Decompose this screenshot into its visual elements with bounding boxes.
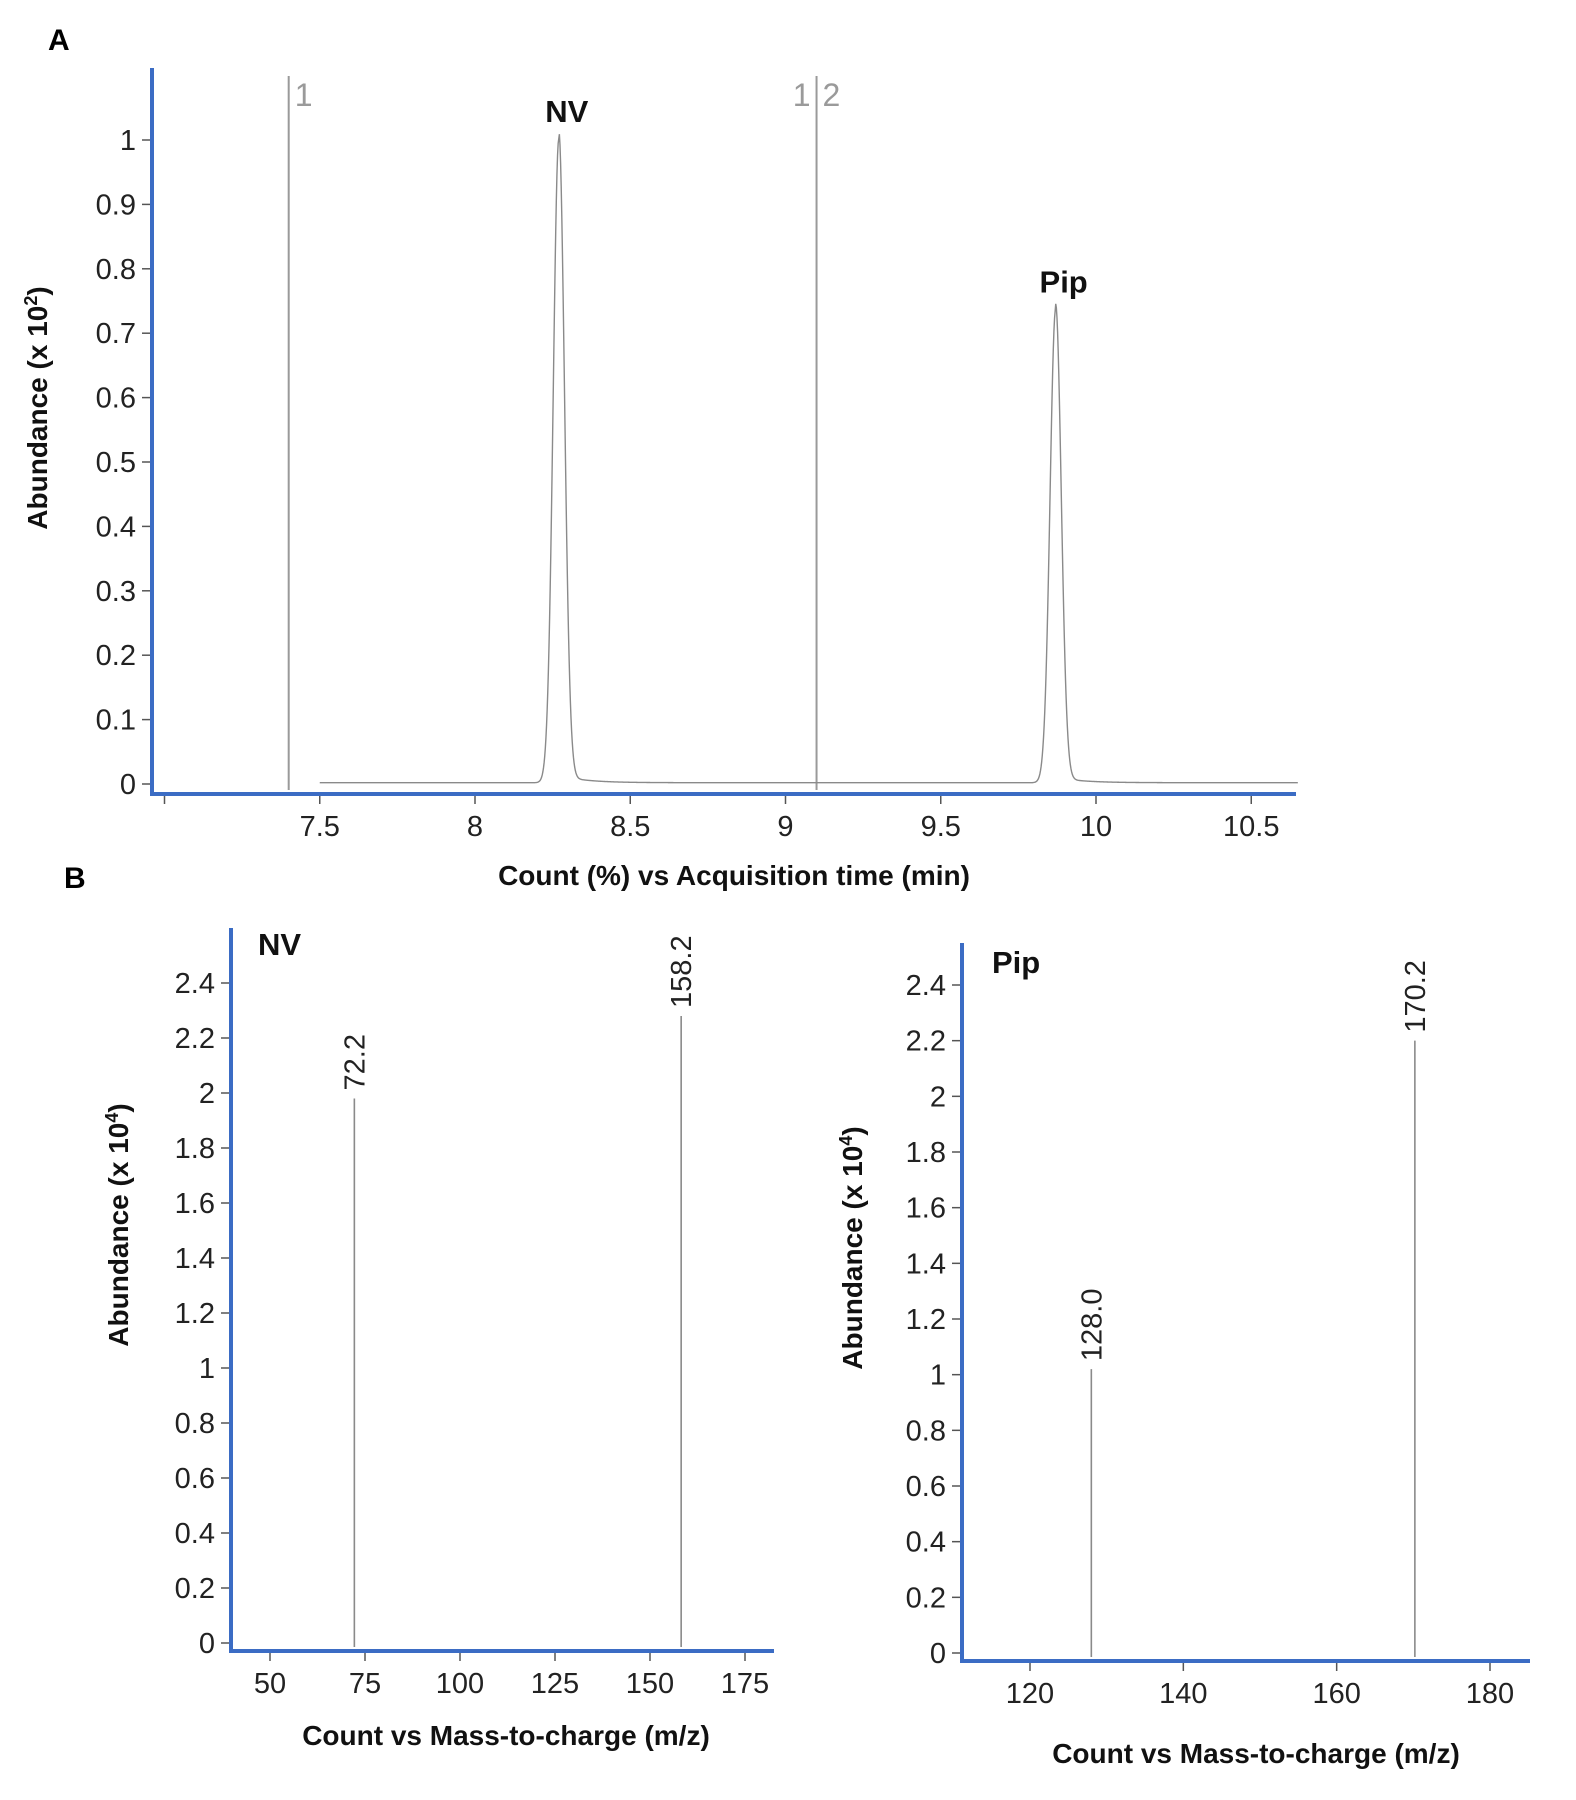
- x-tick-label: 50: [254, 1668, 286, 1700]
- segment-marker-label: 1: [793, 77, 811, 113]
- x-tick-label: 8.5: [610, 811, 650, 843]
- y-tick-label: 2: [199, 1078, 215, 1110]
- x-tick-label: 7.5: [300, 811, 340, 843]
- segment-marker-label: 1: [295, 77, 313, 113]
- y-tick-label: 0.8: [96, 254, 136, 286]
- x-tick-label: 8: [467, 811, 483, 843]
- x-axis-ticks: 50 75 100 125 150 175: [254, 1651, 769, 1700]
- y-axis-ticks: 0 0.2 0.4 0.6 0.8 1 1.2 1.4 1.6 1.8 2 2.2 2.4: [175, 968, 231, 1660]
- y-tick-label: 2: [930, 1081, 946, 1113]
- stick-mz-label: 128.0: [1076, 1289, 1108, 1362]
- x-tick-label: 9.5: [921, 811, 961, 843]
- x-tick-label: 150: [626, 1668, 674, 1700]
- x-tick-label: 10.5: [1223, 811, 1279, 843]
- peak-label: NV: [545, 94, 588, 129]
- y-tick-label: 1.4: [175, 1243, 215, 1275]
- y-tick-label: 0.6: [96, 383, 136, 415]
- y-axis-title: Abundance (x 104): [102, 1103, 134, 1346]
- x-axis-title: Count vs Mass-to-charge (m/z): [1052, 1738, 1460, 1769]
- x-tick-label: 9: [777, 811, 793, 843]
- y-tick-label: 2.4: [175, 968, 215, 1000]
- y-tick-label: 0.7: [96, 318, 136, 350]
- pip-mass-spectrum-panel: Pip 0 0.2 0.4 0.6 0.8 1 1.2 1.4 1.6 1.8 2 2.2 2.4 12…: [836, 943, 1530, 1769]
- y-axis-title: Abundance (x 104): [836, 1126, 868, 1369]
- nv-mass-spectrum-panel: B NV 0 0.2 0.4 0.6 0.8 1 1.2 1.4 1.6 1.8 2 2.2 2.4 5…: [64, 862, 774, 1751]
- y-tick-label: 1.6: [175, 1188, 215, 1220]
- y-tick-label: 0.6: [175, 1463, 215, 1495]
- y-tick-label: 0: [120, 769, 136, 801]
- stick-mz-label: 170.2: [1400, 960, 1432, 1033]
- y-tick-label: 0.8: [906, 1415, 946, 1447]
- y-tick-label: 1.8: [906, 1137, 946, 1169]
- y-tick-label: 0.2: [906, 1582, 946, 1614]
- y-tick-label: 1.2: [175, 1298, 215, 1330]
- x-tick-label: 125: [531, 1668, 579, 1700]
- spectrum-sticks: 128.0 170.2: [1076, 960, 1432, 1657]
- y-tick-label: 1.8: [175, 1133, 215, 1165]
- y-tick-label: 0.1: [96, 705, 136, 737]
- y-tick-label: 0: [930, 1638, 946, 1670]
- spectrum-sticks: 72.2 158.2: [339, 935, 698, 1647]
- y-tick-label: 0: [199, 1628, 215, 1660]
- y-tick-label: 0.4: [175, 1518, 215, 1550]
- spectrum-title-nv: NV: [258, 927, 301, 962]
- y-axis-ticks: 0 0.1 0.2 0.3 0.4 0.5 0.6 0.7 0.8 0.9 1: [96, 125, 152, 801]
- x-tick-label: 175: [721, 1668, 769, 1700]
- y-tick-label: 0.8: [175, 1408, 215, 1440]
- y-tick-label: 1.4: [906, 1248, 946, 1280]
- y-tick-label: 0.4: [96, 511, 136, 543]
- y-tick-label: 1.2: [906, 1304, 946, 1336]
- spectrum-title-pip: Pip: [992, 945, 1040, 980]
- y-tick-label: 1: [120, 125, 136, 157]
- y-tick-label: 0.5: [96, 447, 136, 479]
- y-axis-title: Abundance (x 102): [21, 286, 53, 529]
- x-axis-ticks: 7.5 8 8.5 9 9.5 10 10.5: [163, 794, 1279, 843]
- chromatogram-panel: A 0 0.1 0.2 0.3 0.4 0.5 0.6 0.7 0.8 0.9 1 7.5 8 8.5 9…: [21, 24, 1298, 891]
- y-tick-label: 0.2: [96, 640, 136, 672]
- y-tick-label: 0.3: [96, 576, 136, 608]
- y-tick-label: 2.2: [175, 1023, 215, 1055]
- peak-labels: NV Pip: [545, 94, 1087, 300]
- y-tick-label: 0.6: [906, 1471, 946, 1503]
- x-axis-ticks: 120 140 160 180: [1006, 1661, 1514, 1710]
- chromatogram-trace: [319, 134, 1298, 784]
- x-tick-label: 120: [1006, 1678, 1054, 1710]
- y-tick-label: 1: [199, 1353, 215, 1385]
- panel-label-b: B: [64, 862, 86, 895]
- y-tick-label: 0.9: [96, 189, 136, 221]
- panel-label-a: A: [48, 24, 70, 57]
- y-tick-label: 1: [930, 1360, 946, 1392]
- x-tick-label: 160: [1312, 1678, 1360, 1710]
- x-tick-label: 10: [1080, 811, 1112, 843]
- y-tick-label: 1.6: [906, 1193, 946, 1225]
- peak-label: Pip: [1040, 265, 1088, 300]
- y-tick-label: 2.4: [906, 970, 946, 1002]
- y-tick-label: 0.4: [906, 1527, 946, 1559]
- segment-marker-label: 2: [823, 77, 841, 113]
- x-tick-label: 75: [349, 1668, 381, 1700]
- x-axis-title: Count (%) vs Acquisition time (min): [498, 860, 970, 891]
- stick-mz-label: 72.2: [339, 1034, 371, 1090]
- stick-mz-label: 158.2: [666, 935, 698, 1008]
- x-axis-title: Count vs Mass-to-charge (m/z): [302, 1720, 710, 1751]
- y-axis-ticks: 0 0.2 0.4 0.6 0.8 1 1.2 1.4 1.6 1.8 2 2.2 2.4: [906, 970, 962, 1670]
- y-tick-label: 2.2: [906, 1026, 946, 1058]
- y-tick-label: 0.2: [175, 1573, 215, 1605]
- x-tick-label: 180: [1466, 1678, 1514, 1710]
- x-tick-label: 140: [1159, 1678, 1207, 1710]
- x-tick-label: 100: [436, 1668, 484, 1700]
